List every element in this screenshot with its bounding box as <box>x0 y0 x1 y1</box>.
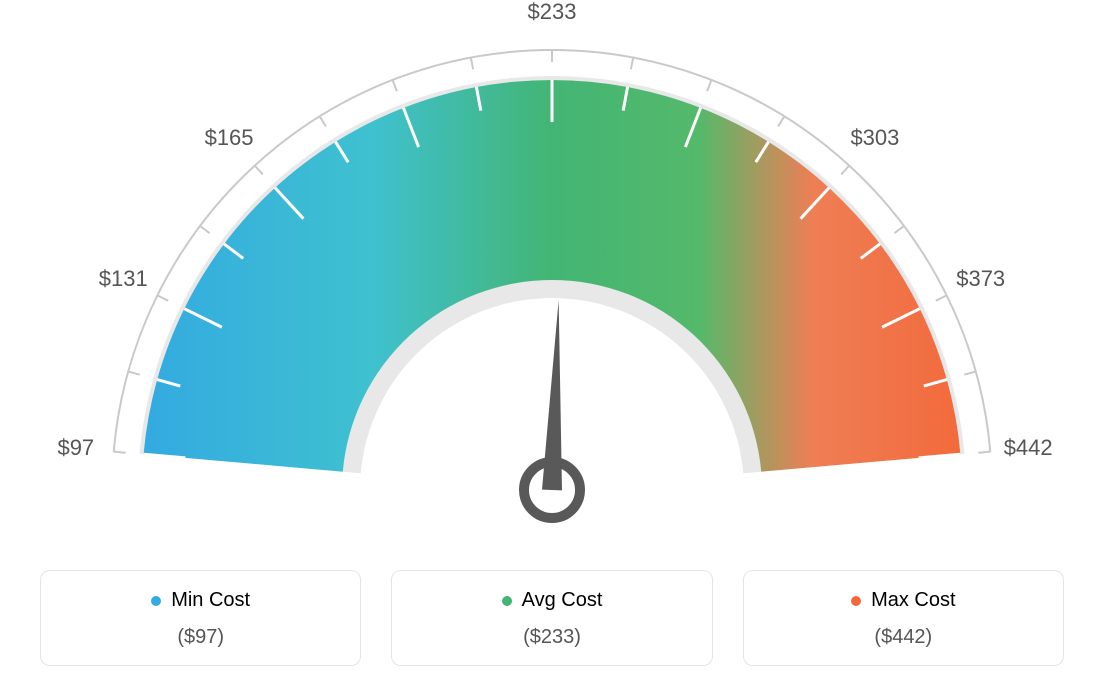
legend-row: Min Cost ($97) Avg Cost ($233) Max Cost … <box>40 570 1064 666</box>
gauge-svg <box>0 0 1104 560</box>
gauge-tick-label: $165 <box>205 125 254 151</box>
legend-label: Max Cost <box>871 589 955 612</box>
gauge-chart: $97 $131 $165 $233 $303 $373 $442 <box>0 0 1104 560</box>
legend-value-avg: ($233) <box>402 626 701 649</box>
legend-card-min: Min Cost ($97) <box>40 570 361 666</box>
gauge-tick-label: $373 <box>956 266 1005 292</box>
dot-icon <box>151 596 161 606</box>
dot-icon <box>851 596 861 606</box>
legend-card-max: Max Cost ($442) <box>743 570 1064 666</box>
legend-card-avg: Avg Cost ($233) <box>391 570 712 666</box>
legend-value-max: ($442) <box>754 626 1053 649</box>
legend-value-min: ($97) <box>51 626 350 649</box>
gauge-tick-label: $233 <box>528 0 577 25</box>
legend-title-min: Min Cost <box>151 589 250 612</box>
legend-label: Min Cost <box>171 589 250 612</box>
gauge-tick-label: $442 <box>1004 435 1053 461</box>
legend-title-avg: Avg Cost <box>502 589 603 612</box>
legend-label: Avg Cost <box>522 589 603 612</box>
gauge-tick-label: $97 <box>57 435 94 461</box>
legend-title-max: Max Cost <box>851 589 955 612</box>
dot-icon <box>502 596 512 606</box>
gauge-tick-label: $303 <box>850 125 899 151</box>
gauge-tick-label: $131 <box>99 266 148 292</box>
